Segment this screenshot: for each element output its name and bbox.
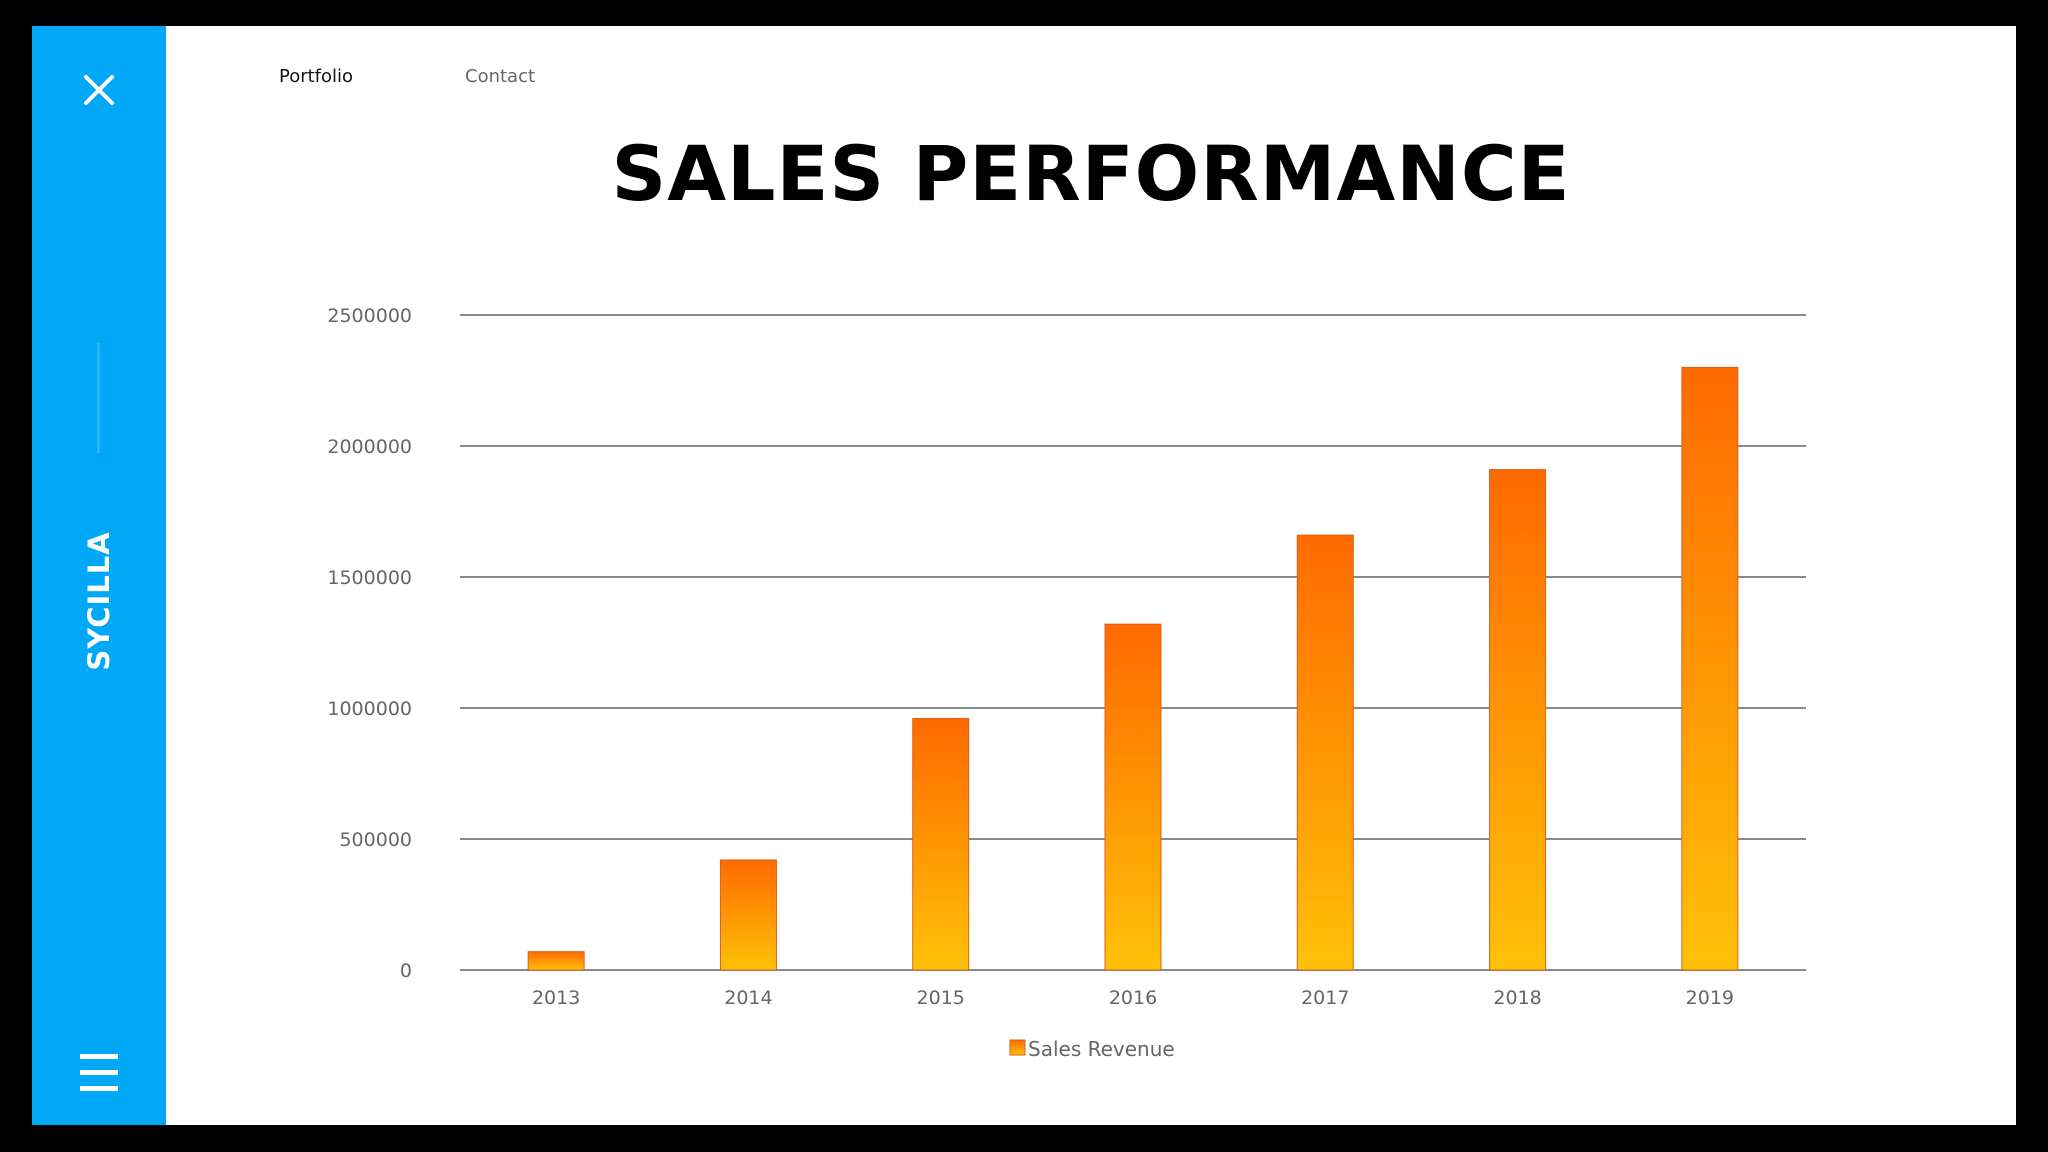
bar-2019 — [1681, 366, 1739, 971]
close-icon — [84, 75, 114, 105]
y-tick-label: 2500000 — [327, 305, 412, 327]
y-tick-label: 0 — [400, 960, 412, 982]
bar-2018 — [1489, 469, 1547, 971]
x-tick-label: 2015 — [917, 987, 965, 1009]
nav-contact[interactable]: Contact — [465, 66, 536, 87]
legend: Sales Revenue — [1009, 1037, 1175, 1061]
page-title: SALES PERFORMANCE — [611, 129, 1571, 218]
x-tick-label: 2016 — [1109, 987, 1157, 1009]
menu-button[interactable] — [80, 1052, 118, 1094]
bar-2017 — [1296, 534, 1354, 971]
sidebar: SYCILLA — [32, 26, 166, 1125]
y-tick-label: 500000 — [339, 829, 412, 851]
close-button[interactable] — [76, 67, 122, 113]
legend-swatch — [1009, 1039, 1026, 1056]
legend-label: Sales Revenue — [1028, 1037, 1175, 1061]
x-tick-label: 2017 — [1301, 987, 1349, 1009]
x-tick-label: 2019 — [1686, 987, 1734, 1009]
y-axis-ticks: 0 500000 1000000 1500000 2000000 2500000 — [327, 305, 412, 982]
x-axis-ticks: 2013 2014 2015 2016 2017 2018 2019 — [532, 987, 1734, 1009]
x-tick-label: 2018 — [1493, 987, 1541, 1009]
brand-tagline-mark — [97, 343, 100, 453]
bars — [527, 366, 1739, 971]
bar-2013 — [527, 951, 585, 971]
bar-2014 — [719, 859, 777, 971]
brand-tagline — [94, 343, 105, 453]
nav-portfolio[interactable]: Portfolio — [279, 66, 354, 87]
bar-2016 — [1104, 623, 1162, 971]
y-tick-label: 1000000 — [327, 698, 412, 720]
bar-2015 — [912, 717, 970, 971]
x-tick-label: 2014 — [724, 987, 772, 1009]
y-tick-label: 1500000 — [327, 567, 412, 589]
y-tick-label: 2000000 — [327, 436, 412, 458]
hamburger-menu-icon — [80, 1054, 118, 1091]
x-tick-label: 2013 — [532, 987, 580, 1009]
